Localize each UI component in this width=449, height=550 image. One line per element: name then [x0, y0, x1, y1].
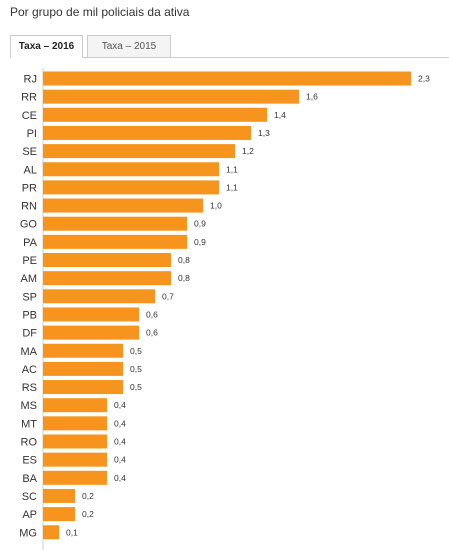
bar-rj[interactable] [43, 71, 411, 86]
tab-taxa-2016[interactable]: Taxa – 2016 [10, 35, 83, 58]
category-label-pb: PB [22, 309, 37, 321]
value-label-rn: 1,0 [210, 201, 222, 211]
bar-ac[interactable] [43, 361, 123, 376]
category-label-pe: PE [22, 255, 37, 267]
category-label-ma: MA [21, 346, 38, 358]
value-label-df: 0,6 [146, 328, 158, 338]
value-label-pa: 0,9 [194, 237, 206, 247]
category-label-am: AM [21, 273, 38, 285]
value-label-rr: 1,6 [306, 92, 318, 102]
value-label-sc: 0,2 [82, 491, 94, 501]
bar-pr[interactable] [43, 180, 219, 195]
category-label-ro: RO [21, 437, 38, 449]
bar-rr[interactable] [43, 89, 299, 104]
category-label-ba: BA [22, 473, 37, 485]
bar-rn[interactable] [43, 198, 203, 213]
value-label-ap: 0,2 [82, 509, 94, 519]
tab-bar: Taxa – 2016 Taxa – 2015 [10, 35, 449, 58]
category-label-rs: RS [22, 382, 37, 394]
bar-al[interactable] [43, 162, 219, 177]
category-label-pi: PI [27, 128, 37, 140]
value-label-ac: 0,5 [130, 364, 142, 374]
bar-ce[interactable] [43, 107, 267, 122]
chart-subtitle: Por grupo de mil policiais da ativa [10, 5, 190, 19]
value-label-mg: 0,1 [66, 527, 78, 537]
category-label-pa: PA [23, 237, 38, 249]
bar-sc[interactable] [43, 488, 75, 503]
bar-ba[interactable] [43, 470, 107, 485]
value-label-pi: 1,3 [258, 128, 270, 138]
value-label-pr: 1,1 [226, 182, 238, 192]
value-label-sp: 0,7 [162, 291, 174, 301]
bar-es[interactable] [43, 452, 107, 467]
category-label-es: ES [22, 455, 37, 467]
bar-rs[interactable] [43, 380, 123, 395]
value-label-go: 0,9 [194, 219, 206, 229]
category-label-ce: CE [22, 110, 37, 122]
bar-ms[interactable] [43, 398, 107, 413]
category-label-se: SE [22, 146, 37, 158]
category-label-ap: AP [22, 509, 37, 521]
value-label-se: 1,2 [242, 146, 254, 156]
category-label-al: AL [24, 164, 37, 176]
value-label-es: 0,4 [114, 455, 126, 465]
value-label-rs: 0,5 [130, 382, 142, 392]
value-label-pe: 0,8 [178, 255, 190, 265]
tab-taxa-2015[interactable]: Taxa – 2015 [87, 35, 171, 57]
bar-ap[interactable] [43, 507, 75, 522]
category-label-sp: SP [22, 291, 37, 303]
value-label-pb: 0,6 [146, 309, 158, 319]
value-label-mt: 0,4 [114, 418, 126, 428]
category-label-ms: MS [21, 400, 38, 412]
value-label-ro: 0,4 [114, 437, 126, 447]
category-label-rn: RN [21, 201, 37, 213]
value-label-ba: 0,4 [114, 473, 126, 483]
category-label-pr: PR [22, 182, 37, 194]
bar-pi[interactable] [43, 125, 251, 140]
category-label-rj: RJ [24, 74, 37, 86]
category-label-sc: SC [22, 491, 37, 503]
bar-go[interactable] [43, 216, 187, 231]
category-label-mg: MG [19, 527, 37, 539]
bar-ro[interactable] [43, 434, 107, 449]
value-label-al: 1,1 [226, 164, 238, 174]
bar-mg[interactable] [43, 525, 59, 540]
value-label-ce: 1,4 [274, 110, 286, 120]
value-label-ms: 0,4 [114, 400, 126, 410]
bar-pa[interactable] [43, 234, 187, 249]
category-label-ac: AC [22, 364, 37, 376]
value-label-ma: 0,5 [130, 346, 142, 356]
bar-pe[interactable] [43, 253, 171, 267]
category-label-df: DF [22, 328, 37, 340]
bar-df[interactable] [43, 325, 139, 340]
bar-ma[interactable] [43, 343, 123, 358]
bar-am[interactable] [43, 271, 171, 286]
category-label-mt: MT [21, 418, 37, 430]
bar-pb[interactable] [43, 307, 139, 322]
category-label-rr: RR [21, 92, 37, 104]
value-label-am: 0,8 [178, 273, 190, 283]
bar-se[interactable] [43, 144, 235, 159]
category-label-go: GO [20, 219, 38, 231]
bar-sp[interactable] [43, 289, 155, 304]
value-label-rj: 2,3 [418, 74, 430, 84]
bar-mt[interactable] [43, 416, 107, 431]
